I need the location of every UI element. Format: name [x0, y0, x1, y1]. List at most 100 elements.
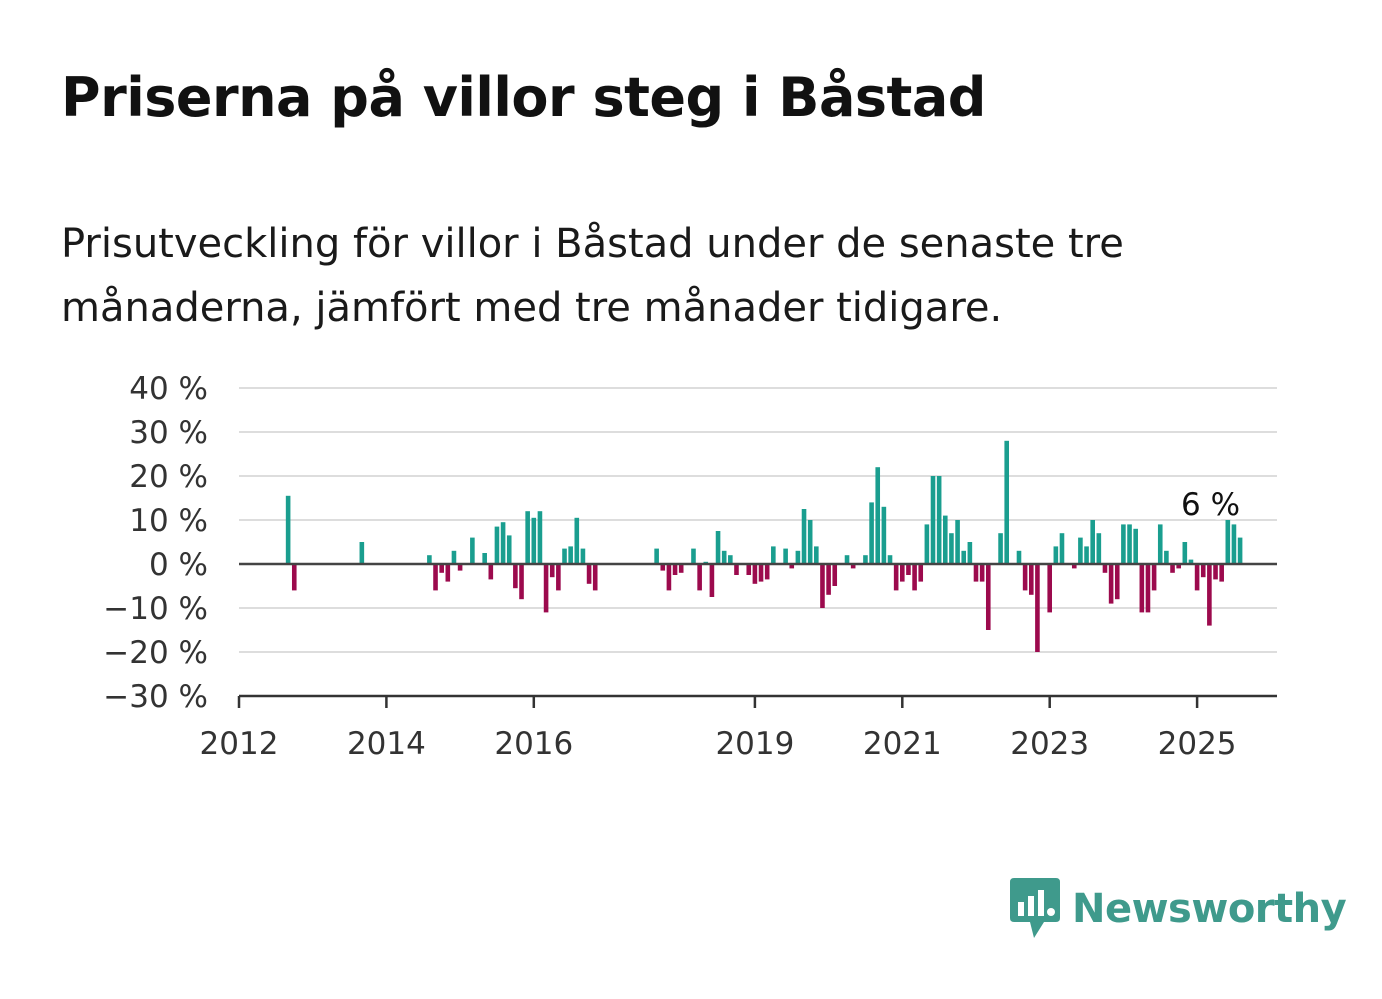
bar: [1176, 564, 1181, 569]
last-value-annotation: 6 %: [1181, 487, 1240, 523]
x-tick-label: 2016: [494, 726, 573, 762]
bar: [359, 542, 365, 564]
bar: [574, 517, 580, 564]
bar: [900, 564, 905, 582]
bar: [912, 564, 917, 591]
bar: [678, 564, 684, 573]
bar: [672, 564, 678, 575]
bar: [1194, 564, 1200, 591]
bar: [445, 564, 451, 582]
bar: [814, 546, 819, 564]
bar: [697, 564, 702, 591]
bar: [875, 467, 881, 564]
bar: [543, 564, 549, 613]
bar: [506, 535, 512, 564]
x-tick-label: 2012: [200, 726, 279, 762]
bar: [906, 564, 911, 575]
bar: [494, 526, 500, 564]
bar: [1114, 564, 1120, 600]
bar: [1059, 533, 1065, 564]
bar: [1133, 528, 1138, 564]
y-tick-label: −10 %: [103, 591, 208, 627]
bar: [1188, 559, 1194, 564]
x-tick-label: 2021: [863, 726, 942, 762]
bar: [1164, 550, 1169, 564]
bar: [1053, 546, 1059, 564]
bar: [1225, 520, 1231, 564]
x-tick-label: 2014: [347, 726, 426, 762]
bar: [1157, 524, 1163, 564]
bar: [893, 564, 899, 591]
bars: [285, 440, 1243, 652]
bar: [660, 564, 666, 571]
y-tick-label: 10 %: [129, 503, 208, 539]
bar: [949, 533, 954, 564]
bar: [580, 548, 586, 564]
x-axis-labels: 2012 2014 2016 2019 2021 2023 2025: [200, 726, 1237, 762]
y-tick-label: −30 %: [103, 679, 208, 715]
bar: [709, 564, 715, 597]
chart-title: Priserna på villor steg i Båstad: [61, 66, 986, 129]
bar: [592, 564, 598, 591]
grid-lines: [239, 387, 1277, 653]
bar: [531, 517, 537, 564]
bar: [525, 511, 530, 564]
bar: [654, 548, 659, 564]
bar: [427, 555, 432, 564]
newsworthy-chart-bubble-icon: [1010, 878, 1060, 938]
newsworthy-wordmark: Newsworthy: [1072, 886, 1347, 932]
bar: [500, 522, 506, 564]
bar: [1016, 550, 1022, 564]
bar-chart: 40 %30 %20 %10 %0 %−10 %−20 %−30 % 2012 2…: [103, 371, 1277, 762]
bar: [1028, 564, 1034, 595]
bar: [556, 564, 561, 591]
bar: [967, 542, 973, 564]
bar: [764, 564, 770, 580]
bar: [549, 564, 555, 578]
bar: [537, 511, 543, 564]
bar: [1035, 564, 1040, 652]
bar: [568, 546, 573, 564]
bar: [1102, 564, 1108, 573]
bar: [586, 564, 592, 584]
bar: [789, 564, 795, 569]
y-axis-labels: 40 % 30 % 20 % 10 % 0 % −10 % −20 % −30 %: [103, 371, 208, 715]
bar: [488, 564, 494, 580]
bar: [721, 550, 727, 564]
bar: [1004, 440, 1010, 564]
y-tick-label: 0 %: [149, 547, 208, 583]
x-tick-label: 2023: [1010, 726, 1089, 762]
chart-subtitle: Prisutveckling för villor i Båstad under…: [61, 221, 1124, 331]
bar: [1219, 564, 1224, 582]
bar: [1213, 564, 1218, 580]
bar: [1207, 564, 1212, 626]
bar: [1127, 524, 1132, 564]
bar: [1237, 537, 1243, 564]
bar: [291, 564, 297, 591]
bar: [1182, 542, 1188, 564]
bar: [783, 548, 788, 564]
bar: [863, 555, 868, 564]
y-tick-label: 40 %: [129, 371, 208, 407]
bar: [826, 564, 831, 595]
bar: [973, 564, 979, 582]
bar: [285, 495, 291, 564]
bar: [850, 564, 856, 569]
bar: [1231, 524, 1237, 564]
bar: [691, 548, 696, 564]
bar: [1108, 564, 1114, 604]
bar: [715, 531, 721, 564]
bar: [1047, 564, 1052, 613]
bar: [832, 564, 838, 586]
bar: [801, 509, 807, 564]
bar: [439, 564, 444, 573]
bar: [985, 564, 991, 630]
bar: [961, 550, 967, 564]
bar: [1200, 564, 1206, 578]
newsworthy-logo: Newsworthy: [1010, 878, 1347, 940]
bar: [924, 524, 930, 564]
y-tick-label: 20 %: [129, 459, 208, 495]
bar: [666, 564, 672, 591]
bar: [482, 553, 487, 564]
bar: [1022, 564, 1028, 591]
